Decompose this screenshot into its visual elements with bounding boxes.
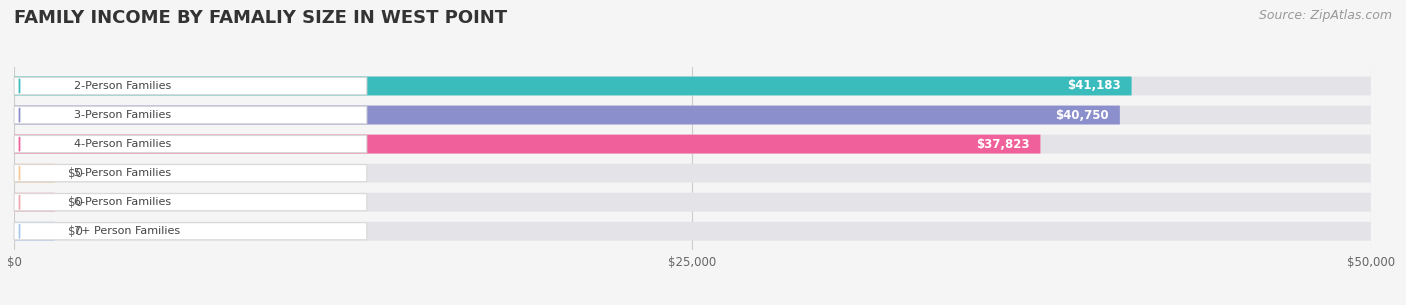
- FancyBboxPatch shape: [14, 193, 1371, 212]
- FancyBboxPatch shape: [14, 222, 1371, 241]
- Text: 3-Person Families: 3-Person Families: [73, 110, 172, 120]
- Text: $40,750: $40,750: [1056, 109, 1109, 121]
- FancyBboxPatch shape: [14, 77, 367, 95]
- FancyBboxPatch shape: [14, 165, 367, 182]
- FancyBboxPatch shape: [14, 164, 1371, 183]
- FancyBboxPatch shape: [14, 164, 55, 183]
- FancyBboxPatch shape: [14, 223, 367, 240]
- FancyBboxPatch shape: [14, 106, 1371, 124]
- Text: 5-Person Families: 5-Person Families: [73, 168, 172, 178]
- FancyBboxPatch shape: [14, 194, 367, 211]
- Text: FAMILY INCOME BY FAMALIY SIZE IN WEST POINT: FAMILY INCOME BY FAMALIY SIZE IN WEST PO…: [14, 9, 508, 27]
- Text: $0: $0: [69, 196, 83, 209]
- Text: 7+ Person Families: 7+ Person Families: [73, 226, 180, 236]
- Text: 4-Person Families: 4-Person Families: [73, 139, 172, 149]
- FancyBboxPatch shape: [14, 106, 367, 124]
- FancyBboxPatch shape: [14, 193, 55, 212]
- Text: $37,823: $37,823: [976, 138, 1029, 151]
- Text: 6-Person Families: 6-Person Families: [73, 197, 172, 207]
- FancyBboxPatch shape: [14, 106, 1119, 124]
- FancyBboxPatch shape: [14, 222, 55, 241]
- Text: 2-Person Families: 2-Person Families: [73, 81, 172, 91]
- FancyBboxPatch shape: [14, 135, 1040, 153]
- Text: $0: $0: [69, 167, 83, 180]
- Text: Source: ZipAtlas.com: Source: ZipAtlas.com: [1258, 9, 1392, 22]
- FancyBboxPatch shape: [14, 77, 1371, 95]
- Text: $41,183: $41,183: [1067, 80, 1121, 92]
- FancyBboxPatch shape: [14, 77, 1132, 95]
- FancyBboxPatch shape: [14, 135, 367, 152]
- Text: $0: $0: [69, 225, 83, 238]
- FancyBboxPatch shape: [14, 135, 1371, 153]
